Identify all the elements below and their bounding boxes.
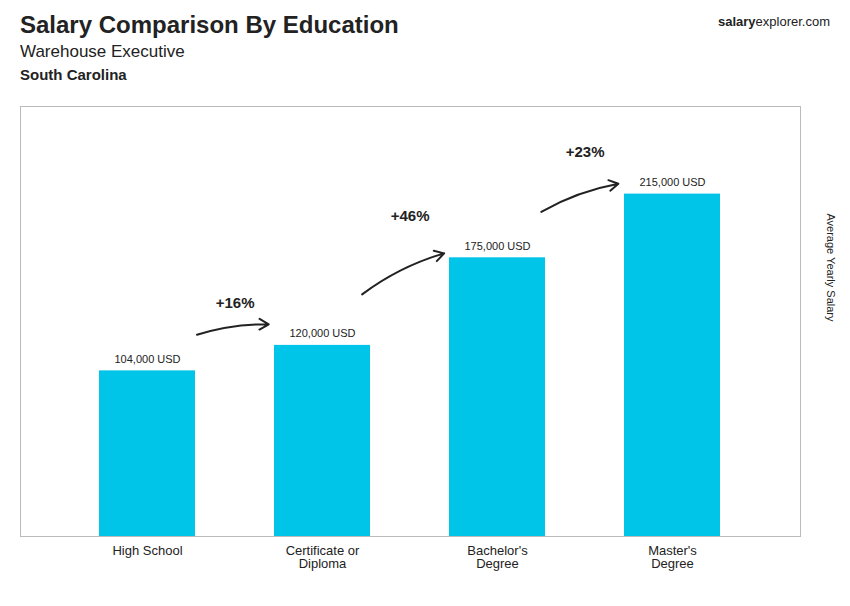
svg-text:+46%: +46% bbox=[391, 207, 430, 224]
svg-text:+23%: +23% bbox=[566, 143, 605, 160]
svg-text:Certificate orDiploma: Certificate orDiploma bbox=[286, 543, 360, 571]
svg-text:+16%: +16% bbox=[216, 294, 255, 311]
svg-text:215,000 USD: 215,000 USD bbox=[639, 176, 705, 188]
svg-text:Average Yearly Salary: Average Yearly Salary bbox=[825, 213, 837, 322]
html-text:salary explorer.com: salary explorer.com bbox=[718, 14, 830, 29]
svg-text:120,000 USD: 120,000 USD bbox=[289, 327, 355, 339]
html-text:Warehouse Executive: Warehouse Executive bbox=[20, 42, 185, 61]
svg-text:High School: High School bbox=[112, 543, 182, 558]
svg-text:104,000 USD: 104,000 USD bbox=[114, 353, 180, 365]
html-text:Salary Comparison By Education: Salary Comparison By Education bbox=[20, 11, 399, 38]
svg-text:175,000 USD: 175,000 USD bbox=[464, 240, 530, 252]
svg-text:Bachelor'sDegree: Bachelor'sDegree bbox=[467, 543, 528, 571]
html-text:South Carolina: South Carolina bbox=[20, 66, 127, 83]
svg-text:Master'sDegree: Master'sDegree bbox=[648, 543, 697, 571]
